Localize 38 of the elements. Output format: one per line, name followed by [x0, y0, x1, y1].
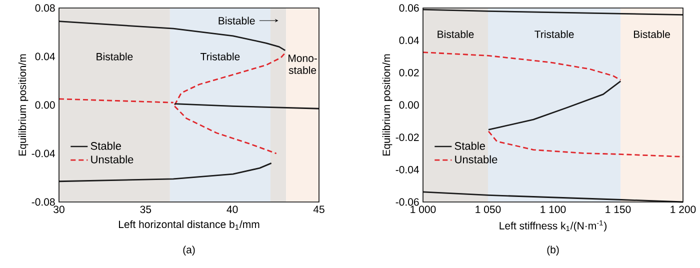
band-label: Bistable — [438, 30, 474, 38]
y-tick-label: -0.04 — [396, 166, 419, 174]
x-tick-label: 1 000 — [410, 206, 436, 214]
x-tick-label: 30 — [54, 206, 64, 214]
text: (b) — [547, 246, 559, 256]
y-tick-label: 0.08 — [35, 4, 55, 12]
y-tick-label: 0.04 — [399, 36, 419, 44]
x-axis-title: Left horizontal distance b$_{1}$/mm — [118, 220, 260, 230]
y-tick-label: 0.00 — [399, 101, 419, 109]
y-axis-title: Equilibrium position/m — [382, 54, 392, 156]
x-tick-label: 1 050 — [476, 206, 501, 214]
y-tick-label: -0.06 — [396, 198, 419, 206]
legend-label: Stable — [90, 142, 121, 150]
x-tick-label: 1 200 — [670, 206, 696, 214]
y-tick-label: -0.04 — [32, 150, 55, 158]
band-label: Bistable — [218, 16, 255, 24]
x-axis-title: Left stiffness k$_{1}$/(N·m$^{-1}$) — [500, 220, 606, 232]
x-tick-label: 35 — [140, 206, 152, 214]
legend-label: Stable — [454, 142, 485, 150]
legend-label: Unstable — [455, 155, 498, 164]
band-label: Tristable — [534, 30, 574, 38]
y-tick-label: 0.06 — [399, 4, 419, 12]
band-label: Tristable — [200, 52, 240, 60]
band-label: Mono-stable — [288, 54, 317, 74]
legend-label: Unstable — [91, 155, 134, 164]
y-axis-title: Equilibrium position/m — [18, 54, 28, 156]
band-label: Bistable — [96, 52, 133, 60]
y-tick-label: -0.02 — [396, 134, 419, 142]
x-tick-label: 1 100 — [540, 206, 566, 214]
y-tick-label: 0.04 — [35, 52, 55, 60]
band-label: Bistable — [634, 30, 670, 38]
y-tick-label: -0.08 — [32, 198, 55, 206]
text: (a) — [183, 246, 195, 256]
y-tick-label: 0.02 — [399, 68, 419, 76]
y-tick-label: 0.00 — [35, 101, 55, 109]
x-tick-label: 40 — [226, 206, 238, 214]
x-tick-label: 1 150 — [606, 206, 631, 214]
x-tick-label: 45 — [313, 206, 324, 214]
